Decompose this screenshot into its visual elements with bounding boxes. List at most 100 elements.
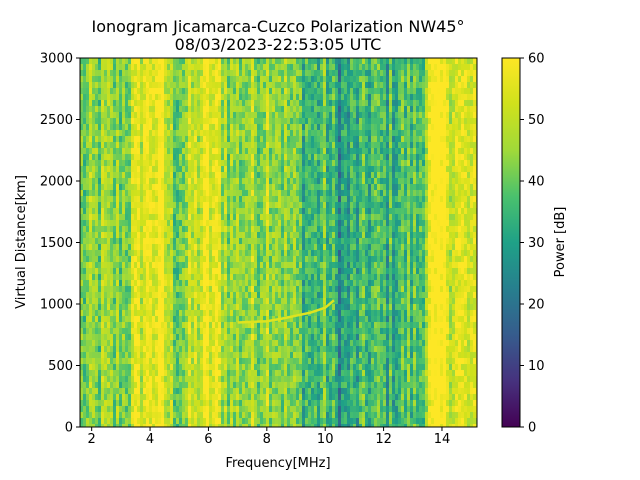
heatmap-cell <box>317 196 320 202</box>
heatmap-cell <box>221 190 224 196</box>
heatmap-cell <box>302 340 305 346</box>
heatmap-cell <box>272 322 275 328</box>
heatmap-cell <box>197 274 200 280</box>
heatmap-cell <box>86 262 89 268</box>
heatmap-cell <box>233 136 236 142</box>
heatmap-cell <box>218 286 221 292</box>
heatmap-cell <box>227 178 230 184</box>
heatmap-cell <box>227 418 230 424</box>
heatmap-cell <box>104 352 107 358</box>
heatmap-cell <box>176 136 179 142</box>
heatmap-cell <box>140 64 143 70</box>
heatmap-cell <box>236 220 239 226</box>
heatmap-cell <box>257 334 260 340</box>
heatmap-cell <box>296 100 299 106</box>
heatmap-cell <box>299 382 302 388</box>
heatmap-cell <box>137 358 140 364</box>
heatmap-cell <box>110 94 113 100</box>
heatmap-cell <box>227 88 230 94</box>
heatmap-cell <box>221 292 224 298</box>
heatmap-cell <box>254 148 257 154</box>
heatmap-cell <box>152 280 155 286</box>
heatmap-cell <box>101 64 104 70</box>
heatmap-cell <box>128 124 131 130</box>
heatmap-cell <box>92 316 95 322</box>
heatmap-cell <box>290 382 293 388</box>
heatmap-cell <box>269 154 272 160</box>
heatmap-cell <box>209 400 212 406</box>
heatmap-cell <box>116 406 119 412</box>
heatmap-cell <box>203 202 206 208</box>
heatmap-cell <box>122 214 125 220</box>
heatmap-cell <box>98 352 101 358</box>
heatmap-cell <box>263 154 266 160</box>
heatmap-cell <box>191 82 194 88</box>
heatmap-cell <box>116 334 119 340</box>
heatmap-cell <box>158 376 161 382</box>
heatmap-cell <box>287 232 290 238</box>
heatmap-cell <box>149 172 152 178</box>
heatmap-cell <box>107 394 110 400</box>
heatmap-cell <box>116 238 119 244</box>
heatmap-cell <box>269 88 272 94</box>
heatmap-cell <box>176 88 179 94</box>
heatmap-cell <box>266 352 269 358</box>
heatmap-cell <box>155 238 158 244</box>
heatmap-cell <box>251 106 254 112</box>
heatmap-cell <box>212 118 215 124</box>
heatmap-cell <box>125 352 128 358</box>
heatmap-cell <box>299 328 302 334</box>
heatmap-cell <box>125 190 128 196</box>
heatmap-cell <box>197 328 200 334</box>
heatmap-cell <box>146 268 149 274</box>
heatmap-cell <box>185 172 188 178</box>
heatmap-cell <box>245 400 248 406</box>
heatmap-cell <box>248 388 251 394</box>
heatmap-cell <box>248 244 251 250</box>
heatmap-cell <box>278 400 281 406</box>
heatmap-cell <box>203 64 206 70</box>
heatmap-cell <box>275 298 278 304</box>
heatmap-cell <box>110 394 113 400</box>
heatmap-cell <box>125 388 128 394</box>
heatmap-cell <box>95 238 98 244</box>
heatmap-cell <box>242 370 245 376</box>
heatmap-cell <box>128 190 131 196</box>
heatmap-cell <box>89 256 92 262</box>
heatmap-cell <box>92 340 95 346</box>
heatmap-cell <box>164 262 167 268</box>
heatmap-cell <box>122 304 125 310</box>
heatmap-cell <box>116 286 119 292</box>
heatmap-cell <box>263 310 266 316</box>
heatmap-cell <box>80 94 83 100</box>
heatmap-cell <box>305 346 308 352</box>
heatmap-cell <box>317 232 320 238</box>
heatmap-cell <box>269 142 272 148</box>
heatmap-cell <box>314 184 317 190</box>
heatmap-cell <box>248 88 251 94</box>
heatmap-cell <box>281 364 284 370</box>
heatmap-cell <box>92 118 95 124</box>
heatmap-cell <box>107 124 110 130</box>
heatmap-cell <box>317 394 320 400</box>
heatmap-cell <box>83 322 86 328</box>
heatmap-cell <box>131 370 134 376</box>
heatmap-cell <box>287 82 290 88</box>
heatmap-cell <box>254 220 257 226</box>
heatmap-cell <box>209 94 212 100</box>
heatmap-cell <box>308 184 311 190</box>
heatmap-cell <box>104 358 107 364</box>
heatmap-cell <box>296 136 299 142</box>
heatmap-cell <box>182 82 185 88</box>
heatmap-cell <box>164 256 167 262</box>
heatmap-cell <box>125 58 128 64</box>
heatmap-cell <box>143 226 146 232</box>
heatmap-cell <box>158 268 161 274</box>
heatmap-cell <box>182 64 185 70</box>
heatmap-cell <box>140 148 143 154</box>
heatmap-cell <box>116 310 119 316</box>
heatmap-cell <box>107 64 110 70</box>
heatmap-cell <box>242 316 245 322</box>
heatmap-cell <box>314 238 317 244</box>
heatmap-cell <box>143 196 146 202</box>
